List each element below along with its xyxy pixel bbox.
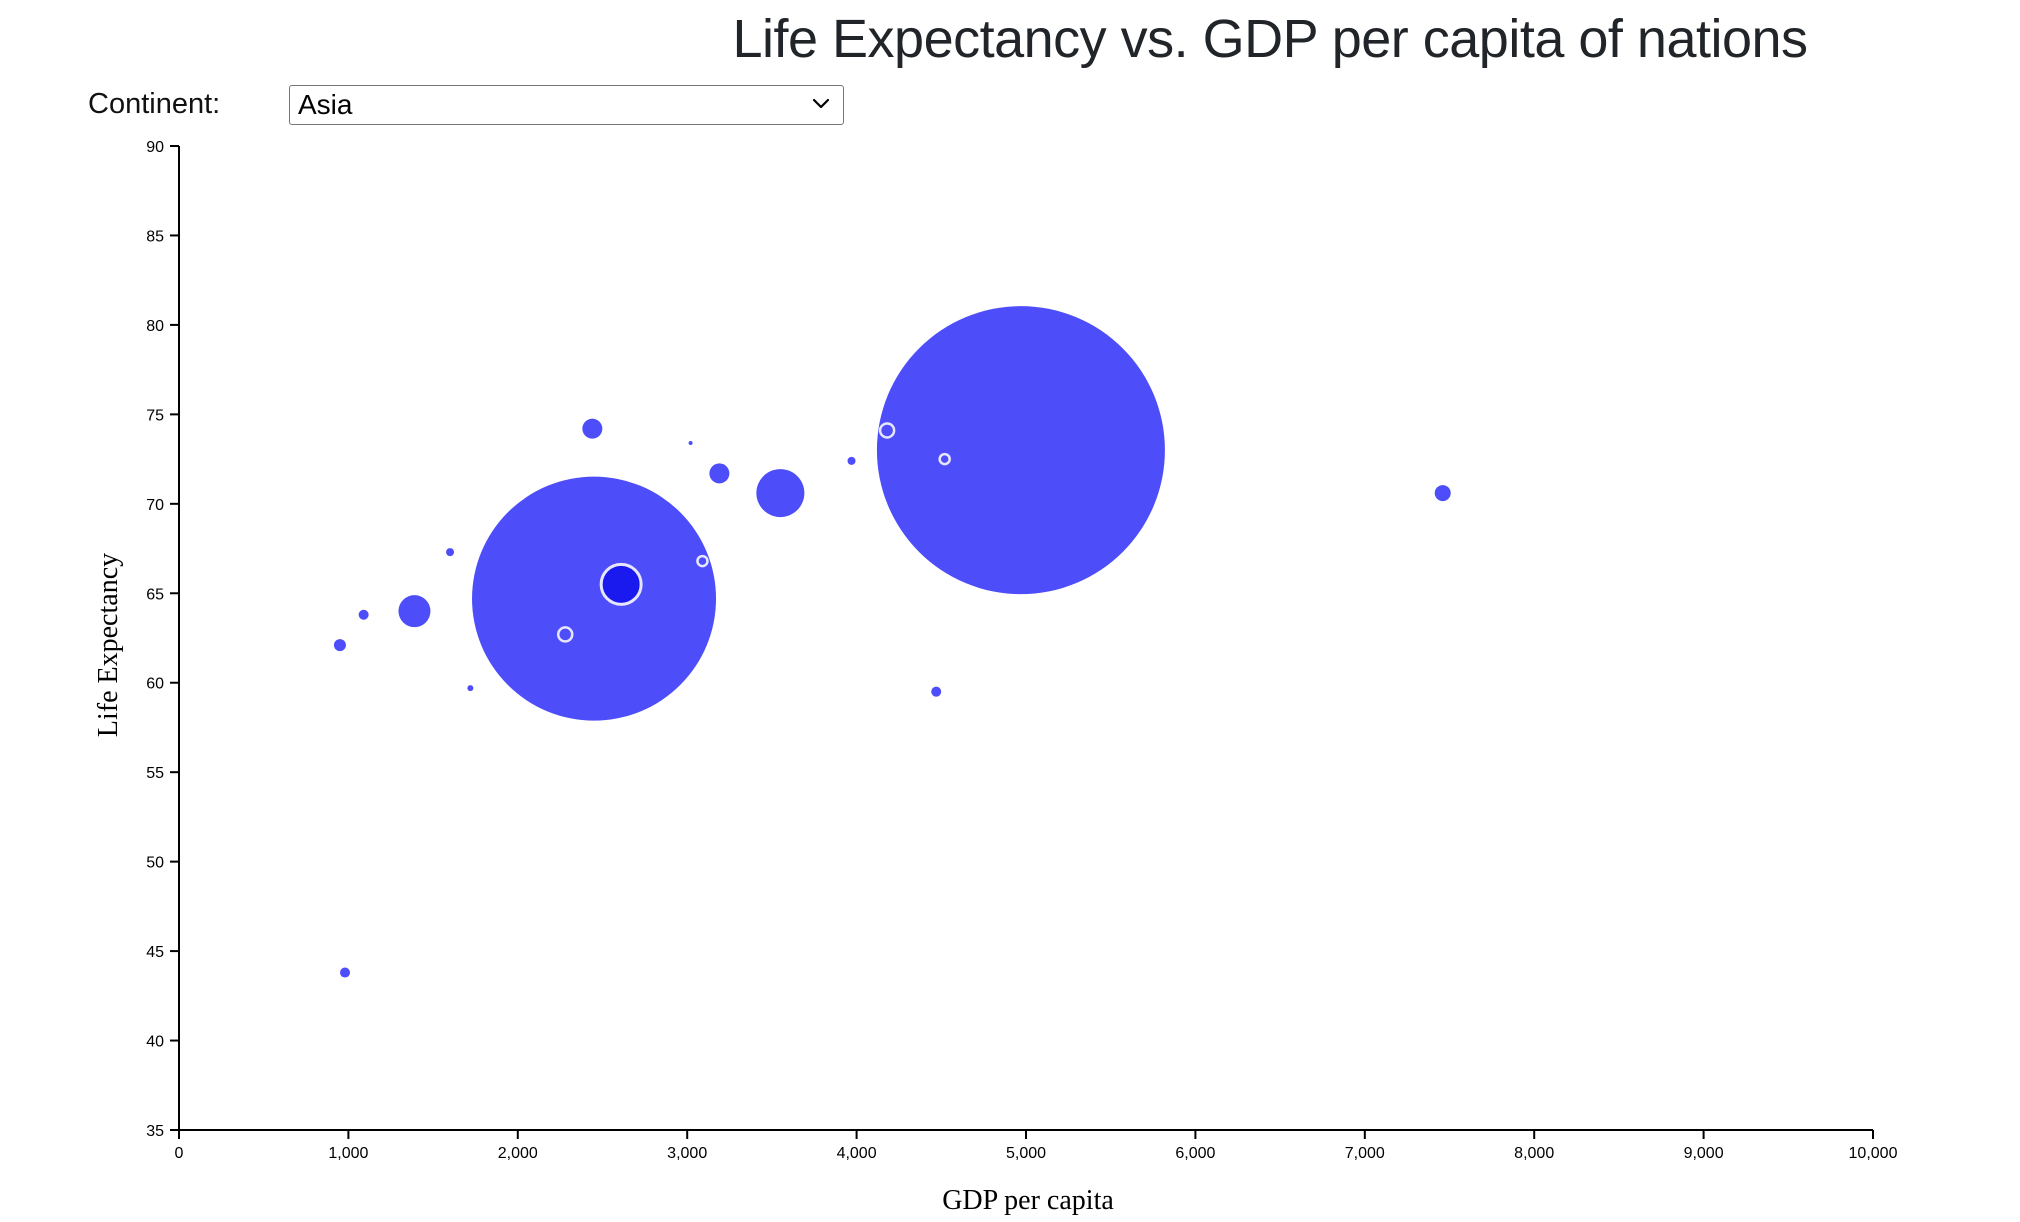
data-point-bubble[interactable] xyxy=(333,639,346,652)
y-axis-title: Life Expectancy xyxy=(93,553,124,737)
continent-label: Continent: xyxy=(88,88,221,120)
data-point-bubble[interactable] xyxy=(398,595,431,628)
y-tick-label: 70 xyxy=(146,497,164,514)
data-point-bubble[interactable] xyxy=(696,554,709,568)
x-tick-label: 9,000 xyxy=(1684,1145,1724,1162)
y-tick-label: 40 xyxy=(146,1034,164,1051)
x-tick-label: 3,000 xyxy=(667,1145,707,1162)
x-tick-label: 8,000 xyxy=(1514,1145,1554,1162)
y-tick-label: 65 xyxy=(146,586,164,603)
x-tick-label: 1,000 xyxy=(328,1145,368,1162)
bubbles-layer xyxy=(333,306,1451,978)
data-point-bubble[interactable] xyxy=(709,463,730,484)
x-tick-label: 2,000 xyxy=(498,1145,538,1162)
data-point-bubble[interactable] xyxy=(599,562,643,606)
data-point-bubble[interactable] xyxy=(931,686,942,697)
data-point-bubble[interactable] xyxy=(472,476,717,721)
data-point-bubble[interactable] xyxy=(1434,485,1451,502)
x-tick-label: 10,000 xyxy=(1849,1145,1898,1162)
y-tick-label: 35 xyxy=(146,1123,164,1140)
x-tick-label: 5,000 xyxy=(1006,1145,1046,1162)
y-axis: 35 40 45 50 55 60 65 70 75 80 85 90 xyxy=(146,139,180,1140)
data-point-bubble[interactable] xyxy=(582,418,603,439)
data-point-bubble[interactable] xyxy=(446,548,455,557)
x-tick-label: 0 xyxy=(175,1145,184,1162)
y-tick-label: 55 xyxy=(146,765,164,782)
data-point-bubble[interactable] xyxy=(556,626,574,643)
data-point-bubble[interactable] xyxy=(688,440,693,445)
data-point-bubble[interactable] xyxy=(878,422,896,439)
continent-select-value: Asia xyxy=(298,89,353,120)
y-tick-label: 90 xyxy=(146,139,164,156)
y-tick-label: 80 xyxy=(146,318,164,335)
page-title: Life Expectancy vs. GDP per capita of na… xyxy=(732,9,1808,69)
x-axis-title: GDP per capita xyxy=(942,1185,1114,1216)
y-tick-label: 85 xyxy=(146,228,164,245)
x-axis: 0 1,000 2,000 3,000 4,000 5,000 6,000 7,000 8,00… xyxy=(175,1129,1898,1162)
data-point-bubble[interactable] xyxy=(358,609,369,620)
data-point-bubble[interactable] xyxy=(938,452,951,466)
continent-select[interactable]: Asia xyxy=(289,85,844,125)
y-tick-label: 75 xyxy=(146,407,164,424)
data-point-bubble[interactable] xyxy=(756,469,805,518)
data-point-bubble[interactable] xyxy=(340,967,351,978)
data-point-bubble[interactable] xyxy=(467,685,474,692)
x-tick-label: 4,000 xyxy=(837,1145,877,1162)
chevron-down-icon xyxy=(812,98,830,109)
data-point-bubble[interactable] xyxy=(876,306,1165,595)
x-tick-label: 7,000 xyxy=(1345,1145,1385,1162)
data-point-bubble[interactable] xyxy=(847,456,856,465)
y-tick-label: 60 xyxy=(146,676,164,693)
x-tick-label: 6,000 xyxy=(1175,1145,1215,1162)
y-tick-label: 45 xyxy=(146,944,164,961)
y-tick-label: 50 xyxy=(146,855,164,872)
